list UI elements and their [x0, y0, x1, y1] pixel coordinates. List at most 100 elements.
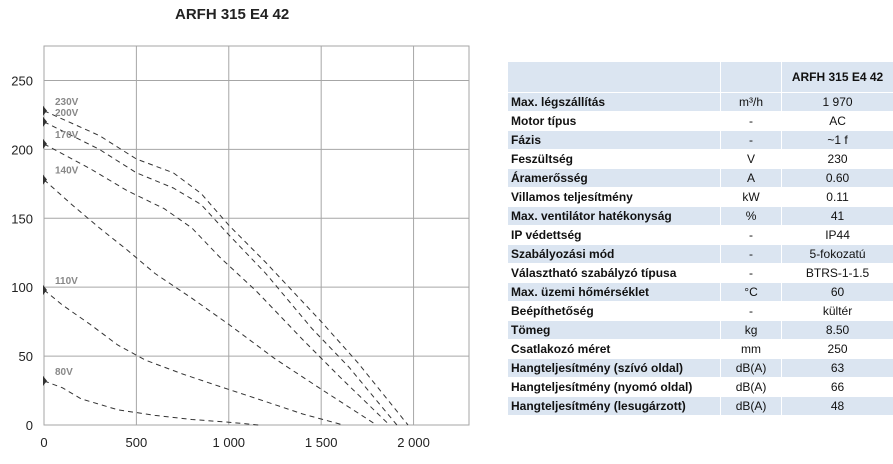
spec-value: IP44	[781, 225, 893, 245]
spec-unit: m³/h	[719, 92, 782, 112]
spec-unit: °C	[719, 282, 782, 302]
spec-unit: -	[719, 111, 782, 131]
spec-row: Hangteljesítmény (nyomó oldal) dB(A) 66	[508, 377, 893, 397]
series-label: 230V	[55, 97, 79, 108]
spec-row: Szabályozási mód -5-fokozatú	[508, 244, 893, 264]
spec-value: 63	[781, 358, 893, 378]
spec-row: IP védettség - IP44	[508, 225, 893, 245]
y-tick-label: 150	[11, 211, 33, 226]
series-label: 170V	[55, 130, 79, 141]
spec-label: Motor típus	[508, 111, 721, 131]
spec-value: 0.11	[781, 187, 893, 207]
spec-unit: -	[719, 244, 782, 264]
axis-ticks: 0 50 100 150 200 250 0 500 1 000 1 500 2 000	[11, 73, 430, 450]
series-line	[43, 121, 398, 426]
spec-unit: kg	[719, 320, 782, 340]
spec-value: BTRS-1-1.5	[781, 263, 893, 283]
series-start-marker	[43, 284, 47, 295]
spec-unit: %	[719, 206, 782, 226]
spec-label: Hangteljesítmény (lesugárzott)	[508, 396, 721, 416]
spec-row: Feszültség V 230	[508, 149, 893, 169]
spec-label: Hangteljesítmény (szívó oldal)	[508, 358, 721, 378]
spec-label: Áramerősség	[508, 168, 721, 188]
spec-row: Hangteljesítmény (szívó oldal) dB(A) 63	[508, 358, 893, 378]
series-line	[43, 143, 390, 426]
y-tick-label: 50	[19, 349, 33, 364]
series-start-marker	[43, 375, 47, 386]
spec-label: Max. ventilátor hatékonyság	[508, 206, 721, 226]
series-label: 140V	[55, 166, 79, 177]
plot-frame	[43, 45, 470, 426]
spec-value: 41	[781, 206, 893, 226]
spec-row: Hangteljesítmény (lesugárzott) dB(A) 48	[508, 396, 893, 416]
spec-label: Csatlakozó méret	[508, 339, 721, 359]
spec-label: IP védettség	[508, 225, 721, 245]
fan-curve-chart: 0 50 100 150 200 250 0 500 1 000 1 500 2 000 230V2…	[11, 45, 470, 450]
spec-label: Beépíthetőség	[508, 301, 721, 321]
spec-label: Villamos teljesítmény	[508, 187, 721, 207]
grid	[43, 45, 470, 426]
header-label-cell	[508, 62, 721, 93]
spec-row: Motor típus - AC	[508, 111, 893, 131]
spec-value: 250	[781, 339, 893, 359]
spec-row: Max. légszállítás m³/h 1 970	[508, 92, 893, 112]
series-start-marker	[43, 138, 47, 149]
spec-row: Csatlakozó méret mm 250	[508, 339, 893, 359]
spec-unit: A	[719, 168, 782, 188]
chart-title: ARFH 315 E4 42	[175, 6, 290, 23]
spec-value: 48	[781, 396, 893, 416]
spec-unit: -	[719, 301, 782, 321]
spec-label: Szabályozási mód	[508, 244, 721, 264]
y-tick-label: 100	[11, 280, 33, 295]
spec-value: 1 970	[781, 92, 893, 112]
spec-unit: -	[719, 263, 782, 283]
spec-value: 8.50	[781, 320, 893, 340]
spec-value: 0.60	[781, 168, 893, 188]
x-tick-label: 1 000	[213, 435, 246, 450]
spec-row: Beépíthetőség - kültér	[508, 301, 893, 321]
spec-value: 60	[781, 282, 893, 302]
x-tick-label: 1 500	[305, 435, 338, 450]
spec-label: Hangteljesítmény (nyomó oldal)	[508, 377, 721, 397]
series-line	[43, 289, 344, 426]
x-tick-label: 2 000	[397, 435, 430, 450]
spec-label: Fázis	[508, 130, 721, 150]
spec-row: Áramerősség A 0.60	[508, 168, 893, 188]
spec-unit: mm	[719, 339, 782, 359]
spec-label: Max. légszállítás	[508, 92, 721, 112]
spec-value: kültér	[781, 301, 893, 321]
series-line	[43, 179, 377, 426]
series-start-marker	[43, 116, 47, 127]
spec-value: 66	[781, 377, 893, 397]
spec-row: Max. ventilátor hatékonyság% 41	[508, 206, 893, 226]
spec-row: Fázis - ~1 f	[508, 130, 893, 150]
x-tick-label: 0	[40, 435, 47, 450]
series-label: 80V	[55, 367, 73, 378]
spec-row: Villamos teljesítmény kW 0.11	[508, 187, 893, 207]
spec-unit: dB(A)	[719, 396, 782, 416]
spec-label: Max. üzemi hőmérséklet	[508, 282, 721, 302]
series-label: 110V	[55, 276, 78, 287]
spec-table-header: ARFH 315 E4 42	[508, 62, 893, 93]
series-start-marker	[43, 174, 47, 185]
spec-unit: kW	[719, 187, 782, 207]
spec-label: Tömeg	[508, 320, 721, 340]
spec-unit: dB(A)	[719, 377, 782, 397]
spec-label: Választható szabályzó típusa	[508, 263, 721, 283]
spec-value: AC	[781, 111, 893, 131]
spec-row: Max. üzemi hőmérséklet °C 60	[508, 282, 893, 302]
spec-row: Választható szabályzó típusa - BTRS-1-1.5	[508, 263, 893, 283]
y-tick-label: 0	[26, 418, 33, 433]
y-tick-label: 250	[11, 73, 33, 88]
spec-unit: dB(A)	[719, 358, 782, 378]
series-start-marker	[43, 105, 47, 116]
spec-header-model: ARFH 315 E4 42	[781, 62, 893, 93]
spec-unit: -	[719, 130, 782, 150]
spec-unit: -	[719, 225, 782, 245]
series-line	[43, 380, 259, 426]
spec-value: 230	[781, 149, 893, 169]
x-tick-label: 500	[126, 435, 148, 450]
spec-row: Tömeg kg 8.50	[508, 320, 893, 340]
spec-table: ARFH 315 E4 42 Max. légszállítás m³/h 1 97…	[508, 62, 893, 416]
